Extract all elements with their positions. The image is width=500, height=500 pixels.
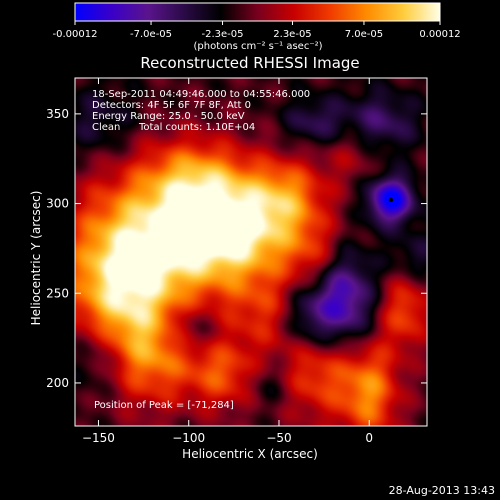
heatmap-image: [75, 78, 427, 426]
peak-position-text: Position of Peak = [-71,284]: [94, 400, 234, 411]
y-tick-label: 350: [46, 107, 69, 121]
colorbar-strip: [74, 2, 441, 22]
colorbar-tick-label: 7.0e-05: [345, 29, 383, 40]
energy-range-text: Energy Range: 25.0 - 50.0 keV: [92, 111, 245, 122]
x-tick-label: −100: [172, 431, 205, 445]
y-tick-label: 250: [46, 286, 69, 300]
clean-text: Clean: [92, 122, 120, 133]
y-axis-label: Heliocentric Y (arcsec): [29, 191, 43, 326]
time-range-text: 18-Sep-2011 04:49:46.000 to 04:55:46.000: [92, 89, 310, 100]
detectors-text: Detectors: 4F 5F 6F 7F 8F, Att 0: [92, 100, 251, 111]
colorbar-tick-label: 0.00012: [419, 29, 460, 40]
y-tick-label: 200: [46, 376, 69, 390]
y-axis-ticks: 200 250 300 350: [46, 107, 427, 390]
x-tick-label: −50: [266, 431, 291, 445]
peak-marker: [388, 197, 394, 203]
x-axis-label: Heliocentric X (arcsec): [182, 447, 318, 461]
total-counts-text: Total counts: 1.10E+04: [138, 122, 255, 133]
x-tick-label: −150: [82, 431, 115, 445]
plot-area: −150 −100 −50 0 200 250 300 350: [46, 77, 428, 445]
colorbar-ticks: -0.00012 -7.0e-05 -2.3e-05 2.3e-05 7.0e-05 0.…: [53, 21, 461, 40]
x-tick-label: 0: [365, 431, 373, 445]
colorbar-tick-label: -7.0e-05: [130, 29, 172, 40]
colorbar-tick-label: 2.3e-05: [273, 29, 311, 40]
colorbar-tick-label: -0.00012: [53, 29, 98, 40]
colorbar-tick-label: -2.3e-05: [202, 29, 244, 40]
plot-frame: [74, 77, 428, 427]
plot-annotations: 18-Sep-2011 04:49:46.000 to 04:55:46.000…: [92, 89, 310, 411]
x-axis-ticks: −150 −100 −50 0: [82, 78, 373, 445]
chart-title: Reconstructed RHESSI Image: [140, 54, 359, 72]
colorbar: -0.00012 -7.0e-05 -2.3e-05 2.3e-05 7.0e-05 0.…: [53, 2, 461, 52]
footer-timestamp: 28-Aug-2013 13:43: [389, 484, 495, 497]
colorbar-unit-label: (photons cm⁻² s⁻¹ asec⁻²): [193, 41, 322, 52]
y-tick-label: 300: [46, 197, 69, 211]
